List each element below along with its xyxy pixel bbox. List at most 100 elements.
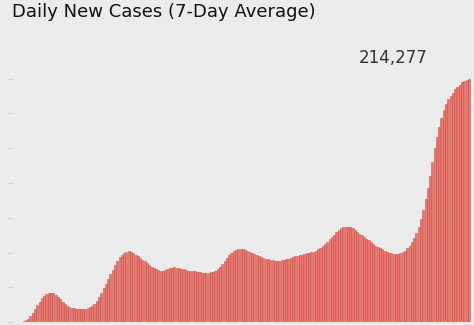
- Bar: [447, 99, 449, 322]
- Bar: [182, 269, 184, 322]
- Bar: [255, 255, 258, 322]
- Bar: [288, 259, 290, 322]
- Bar: [427, 188, 429, 322]
- Bar: [381, 250, 383, 322]
- Bar: [251, 253, 253, 322]
- Bar: [224, 261, 226, 322]
- Bar: [390, 254, 392, 322]
- Bar: [285, 259, 287, 322]
- Bar: [64, 304, 66, 322]
- Bar: [148, 265, 150, 322]
- Bar: [144, 261, 146, 322]
- Bar: [420, 219, 422, 322]
- Bar: [301, 254, 303, 322]
- Bar: [121, 255, 123, 322]
- Bar: [319, 248, 321, 322]
- Bar: [210, 272, 212, 322]
- Bar: [66, 306, 68, 322]
- Bar: [306, 254, 308, 322]
- Bar: [164, 270, 166, 322]
- Bar: [50, 293, 52, 322]
- Bar: [27, 318, 29, 322]
- Bar: [267, 259, 269, 322]
- Bar: [29, 316, 32, 322]
- Bar: [461, 83, 463, 322]
- Bar: [418, 227, 420, 322]
- Bar: [112, 270, 114, 322]
- Bar: [388, 253, 390, 322]
- Bar: [139, 258, 141, 322]
- Bar: [217, 269, 219, 322]
- Bar: [395, 254, 397, 322]
- Bar: [406, 248, 408, 322]
- Bar: [459, 85, 461, 322]
- Bar: [450, 96, 452, 322]
- Bar: [324, 244, 326, 322]
- Bar: [401, 252, 404, 322]
- Bar: [55, 295, 57, 322]
- Bar: [114, 266, 116, 322]
- Bar: [400, 254, 401, 322]
- Bar: [132, 253, 134, 322]
- Bar: [290, 258, 292, 322]
- Bar: [214, 270, 217, 322]
- Bar: [422, 210, 424, 322]
- Bar: [308, 253, 310, 322]
- Bar: [237, 250, 239, 322]
- Bar: [194, 271, 196, 322]
- Bar: [123, 253, 125, 322]
- Bar: [46, 294, 47, 322]
- Bar: [169, 268, 171, 322]
- Bar: [263, 258, 264, 322]
- Bar: [322, 246, 324, 322]
- Bar: [374, 245, 376, 322]
- Bar: [20, 321, 22, 322]
- Bar: [48, 293, 50, 322]
- Bar: [219, 266, 221, 322]
- Bar: [137, 256, 139, 322]
- Bar: [351, 228, 354, 322]
- Bar: [226, 258, 228, 322]
- Bar: [411, 242, 413, 322]
- Bar: [41, 298, 43, 322]
- Bar: [258, 256, 260, 322]
- Bar: [185, 270, 187, 322]
- Bar: [310, 252, 312, 322]
- Bar: [397, 254, 399, 322]
- Bar: [116, 261, 118, 322]
- Bar: [354, 230, 356, 322]
- Bar: [404, 251, 406, 322]
- Bar: [128, 251, 130, 322]
- Bar: [340, 228, 342, 322]
- Bar: [317, 250, 319, 322]
- Bar: [331, 237, 333, 322]
- Bar: [57, 297, 59, 322]
- Bar: [303, 254, 306, 322]
- Bar: [292, 257, 294, 322]
- Bar: [386, 252, 388, 322]
- Bar: [440, 118, 443, 322]
- Bar: [68, 307, 71, 322]
- Bar: [383, 251, 385, 322]
- Bar: [276, 261, 278, 322]
- Bar: [294, 256, 296, 322]
- Bar: [91, 306, 93, 322]
- Bar: [367, 240, 370, 322]
- Bar: [239, 249, 242, 322]
- Bar: [135, 254, 137, 322]
- Bar: [454, 89, 456, 322]
- Bar: [228, 255, 230, 322]
- Bar: [173, 267, 175, 322]
- Bar: [203, 273, 205, 322]
- Bar: [153, 268, 155, 322]
- Bar: [87, 308, 89, 322]
- Bar: [180, 269, 182, 322]
- Bar: [315, 251, 317, 322]
- Bar: [82, 309, 84, 322]
- Bar: [105, 284, 107, 322]
- Bar: [199, 272, 201, 322]
- Bar: [297, 256, 299, 322]
- Bar: [191, 271, 194, 322]
- Bar: [151, 266, 153, 322]
- Bar: [328, 239, 331, 322]
